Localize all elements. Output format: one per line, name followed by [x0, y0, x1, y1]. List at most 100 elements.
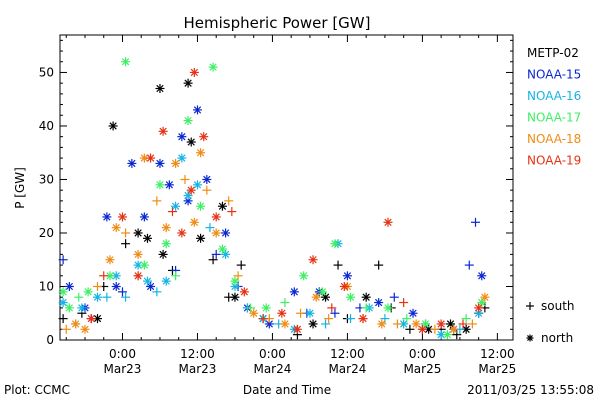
data-point [171, 158, 181, 168]
data-point [186, 137, 196, 147]
x-tick-time-label: 12:00 [330, 347, 365, 361]
data-point [474, 303, 484, 313]
data-point [377, 319, 387, 329]
plot-frame [59, 34, 514, 341]
y-tick-label: 0 [46, 333, 54, 347]
y-tick-label: 50 [39, 65, 54, 79]
data-point [139, 212, 149, 222]
marker-legend-entry: south [526, 299, 575, 313]
x-axis: 0:00Mar2312:00Mar230:00Mar2412:00Mar240:… [65, 35, 516, 376]
data-point [296, 308, 306, 318]
data-point [133, 249, 143, 259]
data-point [358, 314, 368, 324]
data-point [102, 212, 112, 222]
data-point [333, 260, 343, 270]
data-point [161, 239, 171, 249]
footer-timestamp: 2011/03/25 13:55:08 [467, 383, 594, 397]
data-point [202, 174, 212, 184]
data-point [292, 324, 302, 334]
data-point [317, 287, 327, 297]
data-point [311, 292, 321, 302]
x-tick-time-label: 12:00 [480, 347, 515, 361]
data-point [361, 292, 371, 302]
data-point [117, 212, 127, 222]
footer-plot-source: Plot: CCMC [4, 383, 70, 397]
data-point [177, 228, 187, 238]
data-point [111, 223, 121, 233]
marker-legend-label: south [541, 299, 575, 313]
data-point [133, 228, 143, 238]
data-point [208, 255, 218, 265]
data-point [105, 255, 115, 265]
data-point [461, 314, 471, 324]
data-point [299, 271, 309, 281]
data-point [449, 324, 459, 334]
x-tick-time-label: 0:00 [259, 347, 286, 361]
data-point [152, 196, 162, 206]
data-point [111, 281, 121, 291]
data-point [142, 276, 152, 286]
data-point [321, 319, 331, 329]
data-point [161, 223, 171, 233]
data-point [308, 255, 318, 265]
data-point [183, 78, 193, 88]
series-noaa-16 [58, 153, 484, 340]
data-point [167, 207, 177, 217]
series-metp-02 [58, 78, 490, 340]
legend-entry: NOAA-18 [527, 132, 581, 146]
data-point [289, 287, 299, 297]
data-point [189, 217, 199, 227]
data-point [408, 308, 418, 318]
x-tick-date-label: Mar25 [478, 362, 516, 376]
data-point [164, 180, 174, 190]
data-point [374, 298, 384, 308]
data-point [83, 287, 93, 297]
data-point [92, 314, 102, 324]
data-point [339, 281, 349, 291]
data-point [324, 314, 334, 324]
series-legend: METP-02 NOAA-15 NOAA-16 NOAA-17 NOAA-18 NOAA-… [527, 46, 581, 168]
legend-entry: NOAA-16 [527, 89, 581, 103]
marker-legend: south north [526, 299, 575, 345]
data-point [205, 223, 215, 233]
data-point [74, 292, 84, 302]
data-point [261, 303, 271, 313]
data-point [383, 217, 393, 227]
y-tick-label: 40 [39, 119, 54, 133]
data-point [330, 308, 340, 318]
data-point [58, 314, 68, 324]
data-point [183, 116, 193, 126]
data-point [211, 228, 221, 238]
data-point [127, 158, 137, 168]
data-point [108, 121, 118, 131]
data-point [121, 239, 131, 249]
data-point [64, 281, 74, 291]
data-point [458, 319, 468, 329]
data-point [121, 228, 131, 238]
data-point [411, 319, 421, 329]
x-tick-date-label: Mar25 [403, 362, 441, 376]
data-point [196, 201, 206, 211]
data-point [199, 132, 209, 142]
data-point [142, 233, 152, 243]
data-point [189, 67, 199, 77]
data-point [480, 292, 490, 302]
data-point [133, 271, 143, 281]
data-point [192, 180, 202, 190]
data-point [121, 57, 131, 67]
data-point [224, 196, 234, 206]
data-point [121, 292, 131, 302]
x-tick-time-label: 12:00 [180, 347, 215, 361]
data-point [211, 212, 221, 222]
data-point [208, 62, 218, 72]
series-noaa-18 [61, 148, 490, 334]
data-point [442, 330, 452, 340]
data-point [217, 201, 227, 211]
data-point [58, 287, 68, 297]
data-point [227, 207, 237, 217]
data-point [217, 244, 227, 254]
y-axis-label: P [GW] [13, 167, 27, 209]
data-point [436, 319, 446, 329]
data-point [417, 324, 427, 334]
